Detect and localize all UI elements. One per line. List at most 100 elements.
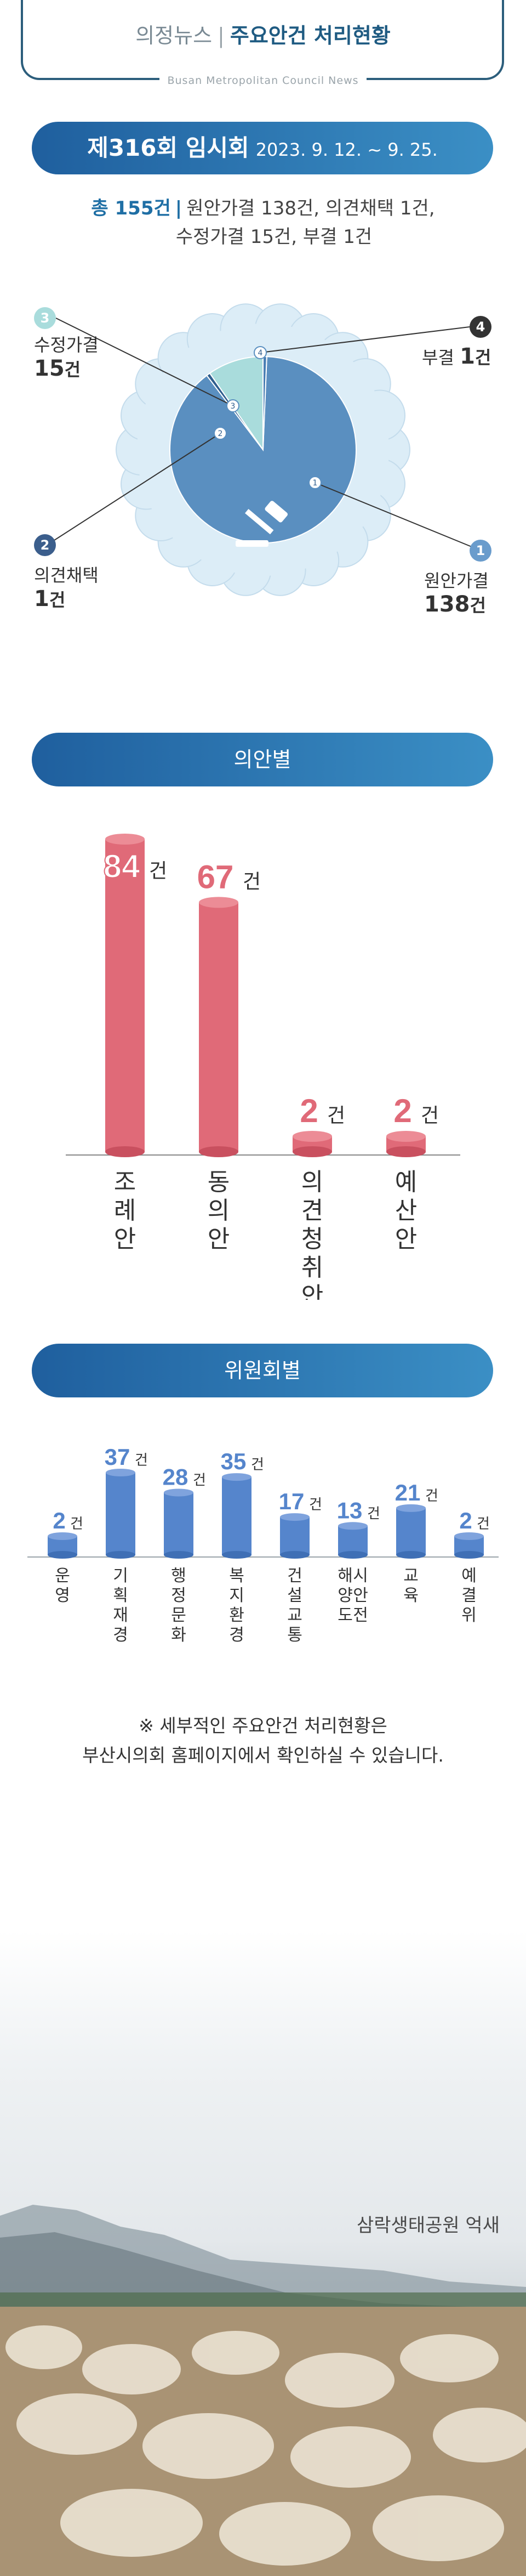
bar-value-unit: 건: [425, 1488, 438, 1504]
category-label-char: 획: [113, 1586, 128, 1605]
category-label-char: 의: [301, 1168, 323, 1196]
badge-1: 1: [470, 540, 491, 562]
bar-value-unit: 건: [421, 1105, 439, 1127]
bar-cap: [199, 897, 238, 908]
bar-base: [105, 1146, 145, 1157]
slice-marker: [308, 476, 322, 489]
callout-count: 15: [34, 356, 65, 382]
category-label-char: 취: [301, 1254, 323, 1282]
category-label-char: 안: [353, 1586, 368, 1605]
bar-value-label: 17: [279, 1488, 305, 1514]
callout-rejected: 부결 1건: [422, 343, 491, 370]
pie-chart: 1 2 3 4: [44, 303, 482, 596]
bar-cap: [386, 1131, 426, 1142]
slice-marker-label: 4: [258, 349, 263, 358]
bar-value-unit: 건: [327, 1105, 345, 1127]
callout-label: 의견채택: [34, 565, 99, 586]
slice-marker-label: 1: [313, 479, 318, 488]
bar-value-unit: 건: [149, 860, 167, 882]
callout-unit: 건: [64, 359, 81, 381]
category-label-char: 양: [338, 1586, 353, 1605]
category-label-char: 화: [171, 1626, 186, 1645]
session-name: 제316회 임시회: [87, 134, 249, 161]
callout-amended-passed: 수정가결 15건: [34, 335, 99, 382]
bar-value-label: 13: [337, 1497, 363, 1523]
bar-cap: [280, 1513, 310, 1521]
slice-marker: [254, 346, 267, 359]
header-separator: |: [218, 24, 225, 48]
badge-2: 2: [34, 534, 56, 556]
category-label-char: 청: [301, 1225, 323, 1253]
bar-value-unit: 건: [243, 870, 261, 893]
header-main-title: 주요안건 처리현황: [230, 24, 391, 48]
pie-leader-lines: 1 2 3 4: [44, 318, 482, 551]
callout-label: 원안가결: [424, 570, 489, 591]
category-label-char: 교: [287, 1606, 302, 1625]
bar: [396, 1508, 426, 1555]
category-label-char: 산: [395, 1197, 417, 1225]
bar-value-label: 35: [221, 1448, 247, 1474]
section-by-type: 의안별: [32, 733, 493, 786]
callout-label: 부결: [422, 347, 454, 368]
note-line-2: 부산시의회 홈페이지에서 확인하실 수 있습니다.: [82, 1745, 444, 1766]
category-label-char: 례: [114, 1197, 136, 1225]
bar: [105, 839, 145, 1152]
bar-value-label: 28: [163, 1464, 188, 1490]
bar-base: [48, 1551, 77, 1559]
summary-line-1: 총 155건 | 원안가결 138건, 의견채택 1건,: [0, 193, 526, 220]
summary-separator: |: [175, 197, 182, 219]
bar-base: [280, 1551, 310, 1559]
category-label-char: 조: [114, 1168, 136, 1196]
leader-line: [315, 482, 482, 551]
callout-unit: 건: [474, 347, 491, 368]
bar: [199, 902, 238, 1152]
category-label-char: 재: [113, 1606, 128, 1625]
bar-value-unit: 건: [251, 1457, 264, 1473]
bar-cap: [396, 1504, 426, 1512]
bar-base: [396, 1551, 426, 1559]
bar-value-unit: 건: [193, 1472, 206, 1488]
callout-count: 138: [424, 592, 470, 618]
bar-base: [338, 1551, 368, 1559]
summary-text-1: 원안가결 138건, 의견채택 1건,: [186, 197, 435, 219]
category-label-char: 지: [229, 1586, 244, 1605]
bar-value-label: 21: [395, 1480, 421, 1505]
category-label-char: 위: [461, 1606, 477, 1625]
category-label-char: 예: [461, 1566, 477, 1586]
category-label-char: 운: [55, 1566, 70, 1586]
bar-cap: [454, 1532, 484, 1540]
bar-cap: [105, 834, 145, 845]
bar-base: [164, 1551, 193, 1559]
slice-marker-label: 2: [218, 429, 223, 438]
reed-field-photo: [0, 1930, 526, 2576]
callout-original-passed: 원안가결 138건: [424, 570, 489, 618]
slice-marker: [214, 427, 227, 440]
bar-base: [222, 1551, 251, 1559]
header-subtitle: Busan Metropolitan Council News: [0, 75, 526, 87]
category-label-char: 안: [395, 1225, 417, 1253]
category-label-char: 건: [287, 1566, 302, 1586]
category-label-char: 도: [338, 1606, 353, 1625]
bar: [338, 1526, 368, 1555]
category-label-char: 통: [287, 1626, 302, 1645]
note-line-1: ※ 세부적인 주요안건 처리현황은: [139, 1715, 387, 1736]
summary-line-2: 수정가결 15건, 부결 1건: [175, 226, 373, 248]
category-label-char: 행: [171, 1566, 186, 1586]
category-label-char: 결: [461, 1586, 477, 1605]
bar-value-unit: 건: [477, 1516, 490, 1532]
category-label-char: 육: [403, 1586, 419, 1605]
bar-value-label: 2: [53, 1508, 65, 1533]
callout-count: 1: [460, 344, 475, 369]
callout-count: 1: [34, 586, 49, 612]
category-label-char: 경: [229, 1626, 244, 1645]
bar-value-unit: 건: [70, 1516, 83, 1532]
bar: [280, 1517, 310, 1555]
category-label-char: 영: [55, 1586, 70, 1605]
category-label-char: 복: [229, 1566, 244, 1586]
bar-base: [106, 1551, 135, 1559]
header-section: 의정뉴스: [135, 24, 213, 48]
category-label-char: 안: [208, 1225, 230, 1253]
category-label-char: 의: [208, 1197, 230, 1225]
category-label-char: 시: [353, 1566, 368, 1586]
